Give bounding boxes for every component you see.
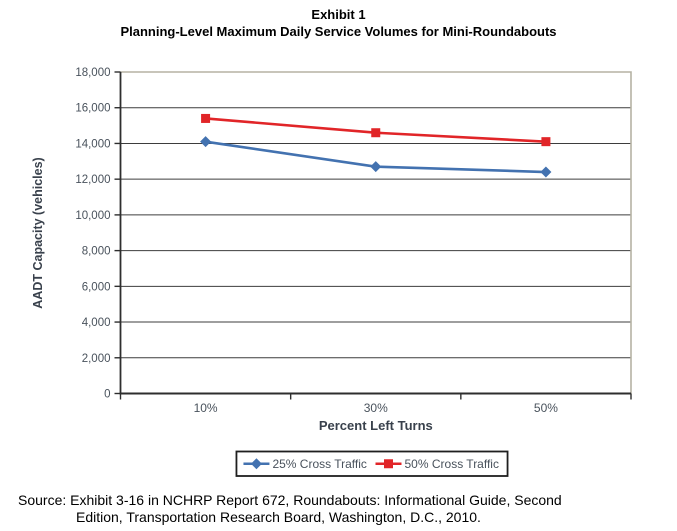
y-tick-label: 16,000: [75, 103, 110, 115]
x-tick-label: 30%: [364, 401, 388, 415]
legend-marker: [250, 458, 262, 470]
plot-border-line: [120, 71, 632, 394]
data-point-marker: [370, 161, 382, 173]
y-tick-label: 8,000: [82, 246, 111, 258]
source-note: Source: Exhibit 3-16 in NCHRP Report 672…: [0, 492, 677, 526]
plot-border: [120, 71, 632, 394]
y-tick-label: 14,000: [75, 138, 110, 150]
legend-label: 25% Cross Traffic: [272, 457, 366, 471]
y-tick-label: 12,000: [75, 174, 110, 186]
data-point-marker: [540, 166, 552, 178]
y-tick-label: 4,000: [82, 317, 111, 329]
data-series: [200, 113, 552, 178]
y-tick-label: 2,000: [82, 353, 111, 365]
gridlines: [120, 107, 631, 359]
y-tick-label: 10,000: [75, 210, 110, 222]
data-point-marker: [201, 113, 211, 123]
chart-title: Exhibit 1 Planning-Level Maximum Daily S…: [0, 6, 677, 40]
x-axis-title: Percent Left Turns: [319, 418, 433, 433]
x-tick-label: 50%: [534, 401, 558, 415]
data-point-marker: [541, 137, 551, 147]
legend-box: [235, 450, 509, 477]
chart-title-main: Planning-Level Maximum Daily Service Vol…: [120, 24, 557, 39]
legend-label: 50% Cross Traffic: [405, 457, 499, 471]
y-tick-label: 6,000: [82, 281, 111, 293]
legend-marker: [384, 459, 393, 469]
source-note-line2: Edition, Transportation Research Board, …: [76, 509, 481, 525]
data-point-marker: [371, 128, 381, 138]
chart-title-exhibit: Exhibit 1: [311, 7, 366, 22]
chart-canvas: 0 2,000 4,000 6,000 8,000 10,000 12,000 14,000 1…: [31, 67, 632, 477]
y-tick-label: 18,000: [75, 67, 110, 79]
source-note-line1: Source: Exhibit 3-16 in NCHRP Report 672…: [18, 492, 562, 508]
x-tick-labels: 10% 30% 50%: [194, 401, 559, 415]
axes: [114, 71, 632, 400]
data-point-marker: [200, 136, 212, 148]
legend: 25% Cross Traffic 50% Cross Traffic: [235, 450, 509, 477]
y-tick-labels: 0 2,000 4,000 6,000 8,000 10,000 12,000 14,000 1…: [75, 67, 110, 401]
x-tick-label: 10%: [194, 401, 218, 415]
y-axis-title: AADT Capacity (vehicles): [31, 157, 45, 308]
y-tick-label: 0: [104, 389, 110, 401]
